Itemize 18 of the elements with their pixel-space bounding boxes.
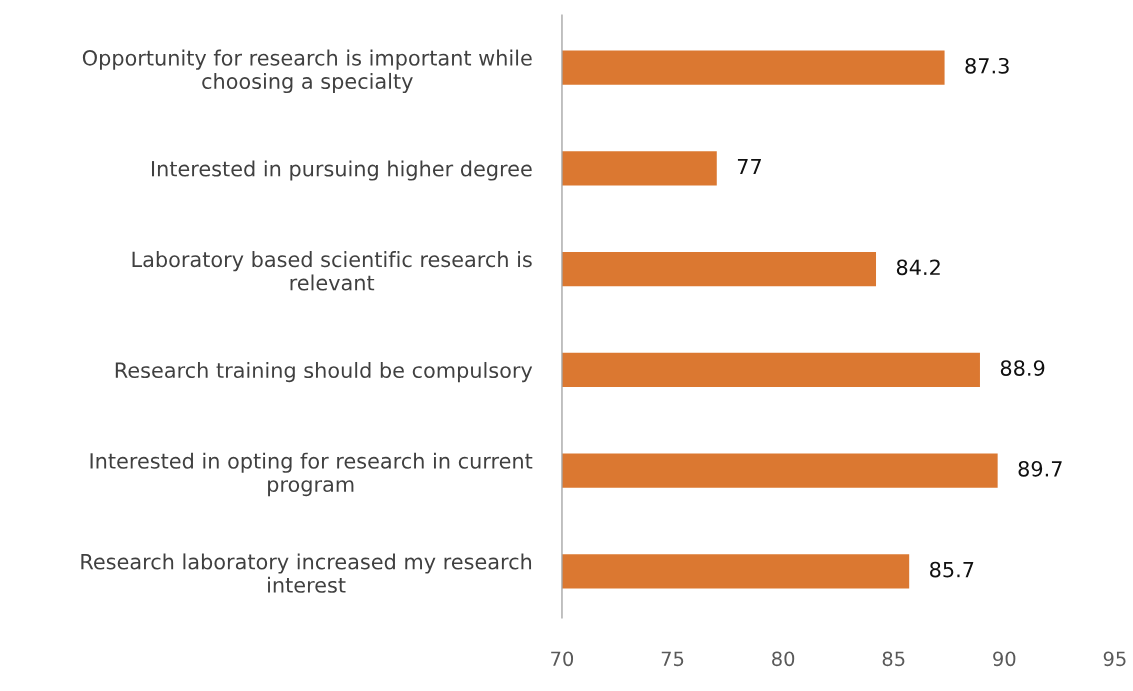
- y-tick-label: Research training should be compulsory: [115, 361, 533, 383]
- y-tick-label: Research laboratory increased my research interest: [81, 553, 532, 593]
- x-tick-label: 85: [882, 651, 905, 667]
- x-tick-label: 75: [661, 651, 684, 667]
- data-label: 88.9: [1000, 360, 1045, 376]
- x-tick-label: 95: [1103, 651, 1126, 667]
- data-label: 84.2: [896, 259, 940, 276]
- y-tick-label: Interested in opting for research in current program: [90, 452, 533, 497]
- data-label: 89.7: [1018, 460, 1062, 477]
- y-tick-label: Interested in pursuing higher degree: [151, 160, 532, 181]
- data-label: 87.3: [965, 57, 1009, 74]
- x-tick-label: 80: [772, 651, 795, 667]
- x-tick-label: 70: [551, 651, 574, 667]
- y-tick-label: Laboratory based scientific research is relevant: [132, 251, 532, 291]
- data-label: 85.7: [930, 561, 974, 578]
- y-tick-label: Opportunity for research is important while choosing a specialty: [82, 49, 532, 94]
- data-label: 77: [737, 158, 761, 175]
- x-tick-label: 90: [993, 651, 1016, 667]
